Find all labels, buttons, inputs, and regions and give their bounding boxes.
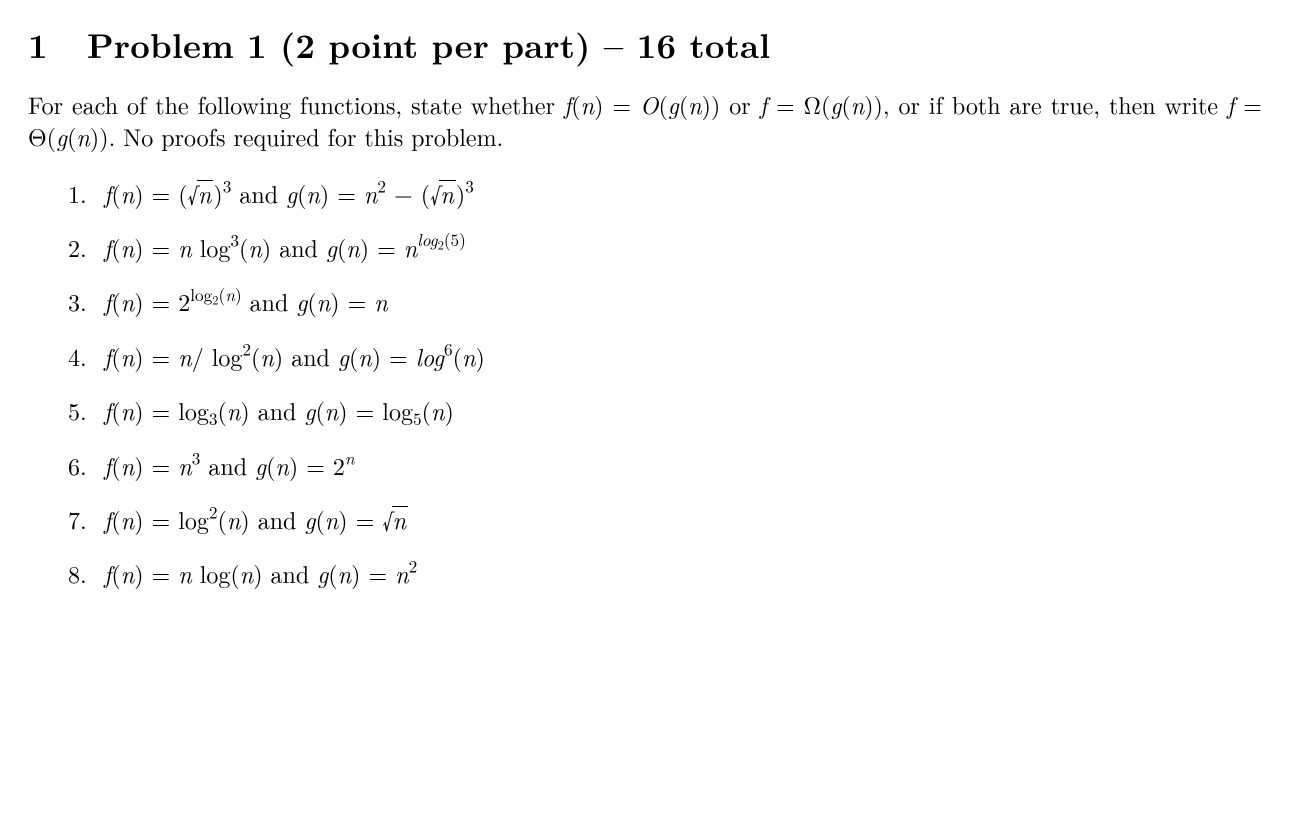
- problem-list: 1. f(n) = (n)3 and g(n) = n2 − (n)3 2. f…: [28, 177, 1262, 590]
- item-body: f(n) = 2log2(n) and g(n) = n: [104, 284, 388, 318]
- item-body: f(n) = n log(n) and g(n) = n2: [104, 556, 417, 590]
- list-item: 8. f(n) = n log(n) and g(n) = n2: [68, 557, 1262, 589]
- item-body: f(n) = (n)3 and g(n) = n2 − (n)3: [104, 176, 474, 210]
- list-item: 2. f(n) = n log3(n) and g(n) = nlog2(5): [68, 231, 1262, 263]
- section-heading: 1 Problem 1 (2 point per part) – 16 tota…: [28, 22, 1262, 68]
- item-body: f(n) = log3(n) and g(n) = log5(n): [104, 393, 454, 427]
- item-body: f(n) = n/ log2(n) and g(n) = log6(n): [104, 339, 485, 373]
- list-item: 1. f(n) = (n)3 and g(n) = n2 − (n)3: [68, 177, 1262, 209]
- item-number: 4.: [68, 340, 96, 372]
- section-number: 1: [28, 22, 48, 68]
- item-number: 5.: [68, 394, 96, 426]
- list-item: 7. f(n) = log2(n) and g(n) = n: [68, 503, 1262, 535]
- section-title: Problem 1 (2 point per part) – 16 total: [87, 20, 770, 69]
- item-body: f(n) = log2(n) and g(n) = n: [104, 502, 408, 536]
- item-number: 6.: [68, 449, 96, 481]
- item-number: 2.: [68, 231, 96, 263]
- item-number: 1.: [68, 177, 96, 209]
- item-number: 8.: [68, 557, 96, 589]
- item-body: f(n) = n log3(n) and g(n) = nlog2(5): [104, 230, 466, 264]
- list-item: 6. f(n) = n3 and g(n) = 2n: [68, 449, 1262, 481]
- item-number: 7.: [68, 503, 96, 535]
- item-number: 3.: [68, 285, 96, 317]
- list-item: 4. f(n) = n/ log2(n) and g(n) = log6(n): [68, 340, 1262, 372]
- list-item: 5. f(n) = log3(n) and g(n) = log5(n): [68, 394, 1262, 426]
- problem-intro: For each of the following functions, sta…: [28, 88, 1262, 153]
- item-body: f(n) = n3 and g(n) = 2n: [104, 448, 355, 482]
- list-item: 3. f(n) = 2log2(n) and g(n) = n: [68, 285, 1262, 317]
